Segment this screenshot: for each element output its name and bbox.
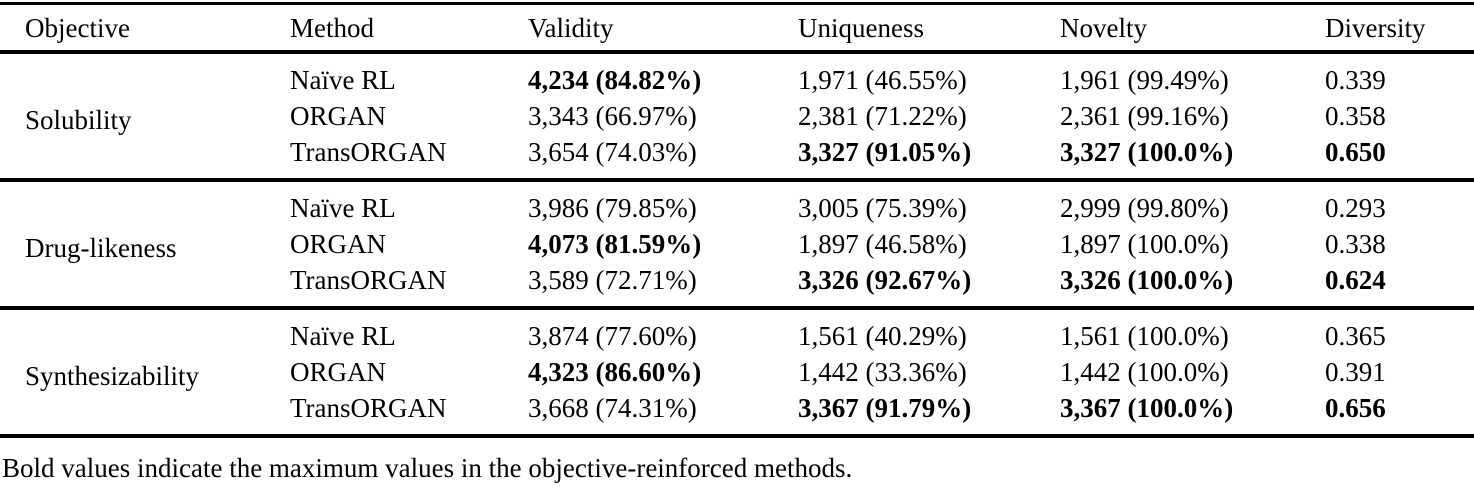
method-cell: ORGAN (290, 229, 387, 259)
section-drug-likeness: Drug-likeness Naïve RL 3,986 (79.85%) 3,… (0, 180, 1474, 308)
validity-cell: 4,323 (86.60%) (528, 357, 702, 387)
table-row: TransORGAN 3,668 (74.31%) 3,367 (91.79%)… (0, 390, 1474, 436)
method-cell: ORGAN (290, 357, 387, 387)
novelty-cell: 1,561 (100.0%) (1060, 321, 1229, 351)
table-row: ORGAN 4,323 (86.60%) 1,442 (33.36%) 1,44… (0, 354, 1474, 390)
validity-cell: 3,668 (74.31%) (528, 393, 697, 423)
diversity-cell: 0.293 (1325, 193, 1386, 223)
col-header-validity: Validity (528, 12, 614, 43)
uniqueness-cell: 3,327 (91.05%) (798, 137, 972, 167)
table-row: ORGAN 3,343 (66.97%) 2,381 (71.22%) 2,36… (0, 98, 1474, 134)
validity-cell: 4,234 (84.82%) (528, 65, 702, 95)
table-row: ORGAN 4,073 (81.59%) 1,897 (46.58%) 1,89… (0, 226, 1474, 262)
method-cell: Naïve RL (290, 321, 396, 351)
header-row: Objective Method Validity Uniqueness Nov… (0, 3, 1474, 52)
uniqueness-cell: 1,442 (33.36%) (798, 357, 967, 387)
validity-cell: 3,343 (66.97%) (528, 101, 697, 131)
uniqueness-cell: 1,971 (46.55%) (798, 65, 967, 95)
method-cell: TransORGAN (290, 393, 447, 423)
col-header-diversity: Diversity (1325, 12, 1426, 43)
table-row: TransORGAN 3,654 (74.03%) 3,327 (91.05%)… (0, 134, 1474, 180)
diversity-cell: 0.338 (1325, 229, 1386, 259)
validity-cell: 3,589 (72.71%) (528, 265, 697, 295)
validity-cell: 3,986 (79.85%) (528, 193, 697, 223)
method-cell: TransORGAN (290, 265, 447, 295)
diversity-cell: 0.391 (1325, 357, 1386, 387)
uniqueness-cell: 3,005 (75.39%) (798, 193, 967, 223)
table-row: Drug-likeness Naïve RL 3,986 (79.85%) 3,… (0, 180, 1474, 263)
novelty-cell: 3,326 (100.0%) (1060, 265, 1234, 295)
diversity-cell: 0.358 (1325, 101, 1386, 131)
validity-cell: 3,654 (74.03%) (528, 137, 697, 167)
col-header-objective: Objective (25, 12, 130, 43)
objective-cell: Drug-likeness (25, 233, 177, 263)
section-solubility: Solubility Naïve RL 4,234 (84.82%) 1,971… (0, 52, 1474, 180)
novelty-cell: 1,961 (99.49%) (1060, 65, 1229, 95)
uniqueness-cell: 3,367 (91.79%) (798, 393, 972, 423)
method-cell: ORGAN (290, 101, 387, 131)
col-header-method: Method (290, 12, 374, 43)
uniqueness-cell: 1,897 (46.58%) (798, 229, 967, 259)
diversity-cell: 0.365 (1325, 321, 1386, 351)
diversity-cell: 0.624 (1325, 265, 1386, 295)
table-footnote: Bold values indicate the maximum values … (2, 453, 853, 483)
novelty-cell: 1,442 (100.0%) (1060, 357, 1229, 387)
results-table: Objective Method Validity Uniqueness Nov… (0, 2, 1474, 438)
table-row: TransORGAN 3,589 (72.71%) 3,326 (92.67%)… (0, 262, 1474, 308)
novelty-cell: 3,327 (100.0%) (1060, 137, 1234, 167)
col-header-novelty: Novelty (1060, 12, 1147, 43)
diversity-cell: 0.339 (1325, 65, 1386, 95)
uniqueness-cell: 3,326 (92.67%) (798, 265, 972, 295)
col-header-uniqueness: Uniqueness (798, 12, 924, 43)
objective-cell: Solubility (25, 105, 132, 135)
novelty-cell: 2,999 (99.80%) (1060, 193, 1229, 223)
novelty-cell: 3,367 (100.0%) (1060, 393, 1234, 423)
method-cell: Naïve RL (290, 65, 396, 95)
uniqueness-cell: 1,561 (40.29%) (798, 321, 967, 351)
method-cell: TransORGAN (290, 137, 447, 167)
validity-cell: 4,073 (81.59%) (528, 229, 702, 259)
novelty-cell: 1,897 (100.0%) (1060, 229, 1229, 259)
novelty-cell: 2,361 (99.16%) (1060, 101, 1229, 131)
validity-cell: 3,874 (77.60%) (528, 321, 697, 351)
table-row: Synthesizability Naïve RL 3,874 (77.60%)… (0, 308, 1474, 391)
diversity-cell: 0.650 (1325, 137, 1386, 167)
objective-cell: Synthesizability (25, 361, 199, 391)
section-synthesizability: Synthesizability Naïve RL 3,874 (77.60%)… (0, 308, 1474, 436)
table-row: Solubility Naïve RL 4,234 (84.82%) 1,971… (0, 52, 1474, 135)
uniqueness-cell: 2,381 (71.22%) (798, 101, 967, 131)
diversity-cell: 0.656 (1325, 393, 1386, 423)
method-cell: Naïve RL (290, 193, 396, 223)
